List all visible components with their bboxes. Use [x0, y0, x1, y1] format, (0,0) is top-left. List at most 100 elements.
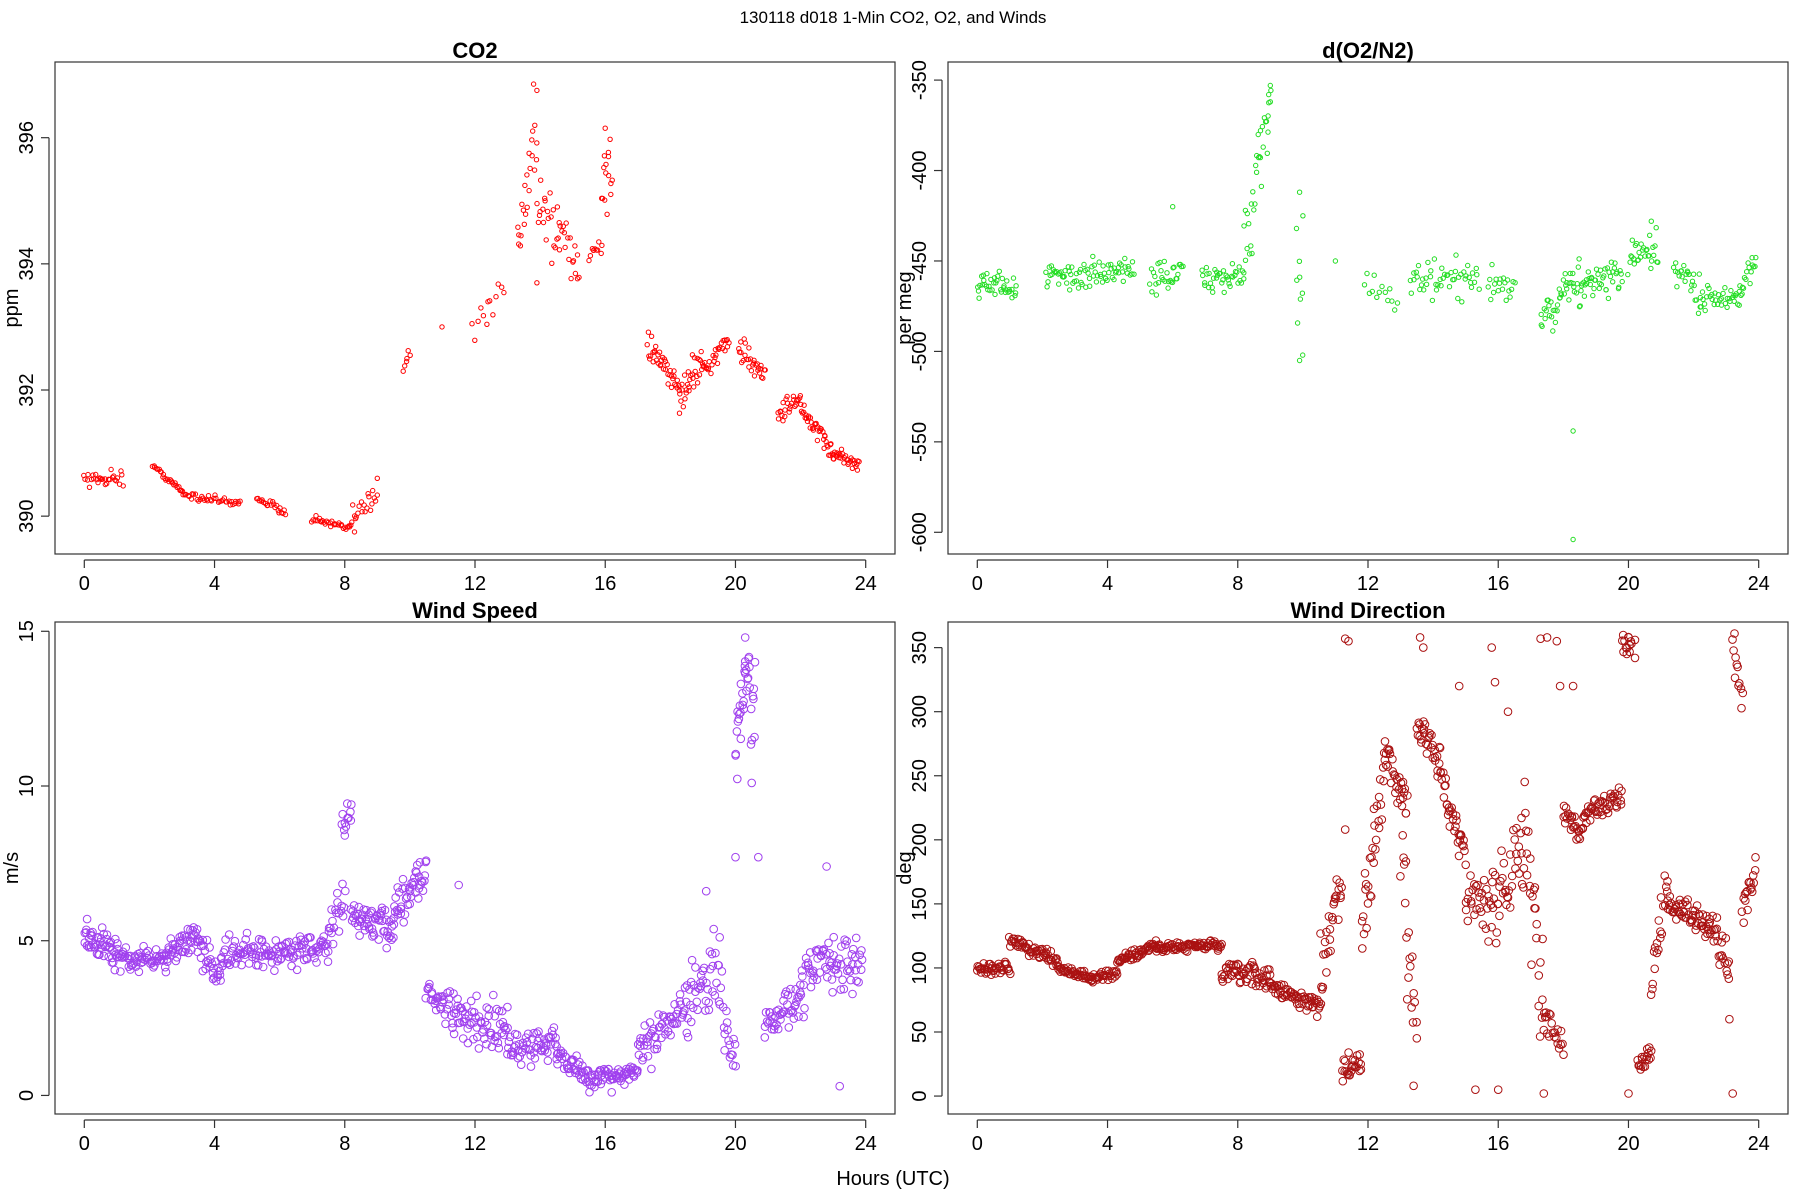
co2-data-point	[685, 369, 691, 375]
o2n2-data-point	[1446, 284, 1453, 290]
wdir-data-point	[1419, 643, 1428, 652]
wdir-data-point	[1527, 960, 1536, 970]
co2-data-point	[696, 356, 702, 363]
wdir-data-point	[1514, 869, 1524, 878]
o2n2-data-point	[1227, 283, 1233, 290]
o2n2-data-point	[1249, 250, 1255, 257]
wdir-panel-title: Wind Direction	[1290, 598, 1445, 623]
wspd-x-tick-label: 20	[724, 1133, 746, 1155]
co2-data-point	[85, 471, 91, 478]
o2n2-data-point	[1571, 284, 1577, 290]
co2-data-point	[605, 153, 612, 160]
wdir-data-point	[1452, 816, 1461, 825]
wdir-data-point	[1380, 737, 1390, 746]
o2n2-data-point	[1106, 269, 1112, 276]
wdir-data-point	[1441, 774, 1450, 783]
wspd-data-point	[593, 1077, 603, 1086]
o2n2-data-point	[1125, 263, 1131, 270]
wspd-points	[80, 633, 867, 1097]
wdir-data-point	[1316, 999, 1326, 1009]
o2n2-data-point	[1256, 153, 1263, 160]
wspd-data-point	[338, 879, 347, 889]
o2n2-data-point	[1162, 278, 1168, 284]
figure-x-axis-label: Hours (UTC)	[836, 1168, 949, 1190]
co2-data-point	[501, 289, 507, 296]
o2n2-data-point	[1226, 281, 1232, 287]
co2-data-point	[542, 195, 548, 202]
co2-data-point	[760, 375, 766, 381]
wdir-data-point	[1595, 797, 1605, 807]
wspd-data-point	[333, 888, 342, 898]
o2n2-data-point	[1507, 294, 1513, 300]
co2-x-tick-label: 8	[339, 573, 350, 595]
wdir-data-point	[1327, 912, 1337, 922]
wspd-data-point	[407, 878, 417, 888]
wdir-data-point	[1630, 635, 1640, 645]
o2n2-data-point	[1297, 274, 1303, 280]
wdir-data-point	[1403, 791, 1412, 800]
co2-data-point	[677, 391, 683, 397]
co2-data-point	[367, 507, 374, 513]
o2n2-data-point	[1690, 271, 1697, 277]
wspd-data-point	[362, 905, 371, 915]
wdir-data-point	[1315, 1001, 1324, 1011]
wdir-data-point	[1427, 730, 1436, 740]
co2-data-point	[270, 499, 276, 505]
wspd-data-point	[341, 822, 351, 831]
wdir-data-point	[1542, 1012, 1551, 1021]
co2-data-point	[683, 387, 689, 393]
wdir-data-point	[1239, 964, 1248, 974]
wspd-data-point	[788, 1008, 798, 1017]
wspd-data-point	[836, 985, 846, 994]
o2n2-data-point	[1296, 357, 1303, 364]
co2-data-point	[521, 221, 527, 228]
wspd-data-point	[518, 1038, 528, 1048]
wspd-data-point	[790, 1002, 799, 1011]
co2-data-point	[562, 244, 568, 251]
o2n2-data-point	[1094, 273, 1101, 279]
wdir-data-point	[1513, 856, 1523, 866]
wspd-data-point	[749, 684, 759, 694]
co2-data-point	[400, 368, 406, 374]
wdir-data-point	[1568, 681, 1578, 691]
wspd-data-point	[837, 942, 846, 951]
o2n2-data-point	[1728, 287, 1734, 294]
wspd-data-point	[542, 1041, 551, 1050]
o2n2-y-tick-label: -350	[909, 60, 931, 100]
co2-data-point	[691, 355, 698, 361]
wspd-data-point	[220, 945, 230, 955]
o2n2-data-point	[1550, 328, 1556, 334]
o2n2-data-point	[1251, 207, 1257, 213]
wspd-data-point	[851, 933, 861, 943]
o2n2-data-point	[1294, 277, 1300, 283]
wdir-data-point	[1510, 835, 1519, 844]
co2-data-point	[82, 476, 88, 482]
o2n2-data-point	[1465, 262, 1471, 269]
wspd-data-point	[832, 959, 842, 968]
wdir-data-point	[1218, 977, 1228, 986]
wspd-data-point	[783, 990, 793, 1000]
wspd-data-point	[794, 992, 804, 1002]
o2n2-y-tick-label: -450	[909, 241, 931, 281]
co2-data-point	[602, 125, 608, 131]
o2n2-data-point	[1204, 271, 1210, 277]
co2-data-point	[572, 243, 578, 249]
wspd-data-point	[614, 1065, 623, 1074]
wspd-data-point	[530, 1054, 540, 1063]
wspd-data-point	[857, 955, 867, 965]
co2-data-point	[227, 502, 234, 508]
wdir-data-point	[1742, 887, 1751, 897]
o2n2-data-point	[1561, 291, 1568, 297]
o2n2-data-point	[1069, 264, 1075, 270]
o2n2-data-point	[1010, 275, 1017, 281]
wdir-data-point	[1344, 636, 1353, 646]
co2-data-point	[671, 373, 677, 379]
o2n2-data-point	[981, 277, 987, 284]
o2n2-data-point	[1220, 277, 1226, 283]
o2n2-data-point	[1090, 253, 1096, 260]
wspd-data-point	[791, 1000, 800, 1010]
wdir-data-point	[1217, 939, 1226, 949]
wdir-data-point	[1736, 684, 1746, 694]
o2n2-data-point	[977, 282, 983, 289]
wdir-data-point	[1312, 1012, 1322, 1022]
